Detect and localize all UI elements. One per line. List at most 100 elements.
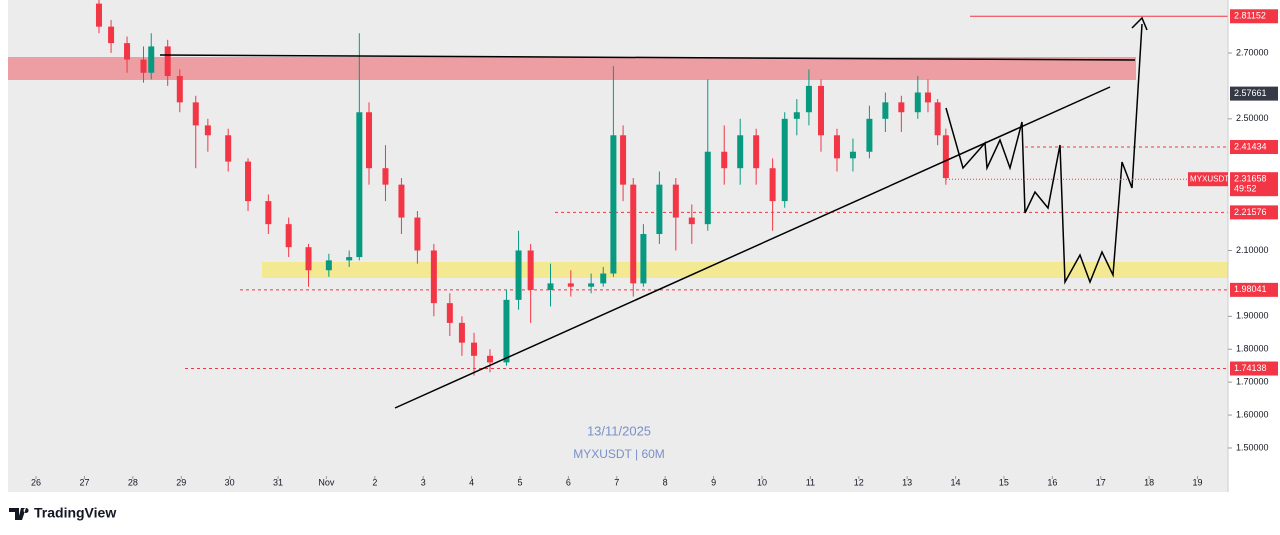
brand: TradingView [9, 505, 116, 521]
candle-body [769, 168, 776, 202]
y-tick-label: 2.70000 [1236, 47, 1269, 57]
level-label: 2.41434 [1234, 141, 1267, 151]
resistance-zone [8, 57, 1136, 80]
candle-body [914, 92, 921, 113]
candle-body [805, 85, 812, 113]
x-tick-label: 13 [902, 477, 912, 487]
candle-body [346, 257, 353, 261]
projection-path [945, 23, 1143, 285]
support-zone [262, 262, 1228, 278]
projection-arrow [1131, 16, 1148, 31]
candle-body [588, 283, 595, 287]
candle-body [600, 273, 607, 284]
candle-body [148, 46, 155, 73]
brand-name: TradingView [34, 505, 116, 521]
candle-body [430, 250, 437, 304]
x-tick-label: 19 [1193, 477, 1203, 487]
candle-body [204, 125, 211, 136]
candle-body [164, 46, 171, 77]
x-tick-label: 14 [951, 477, 961, 487]
x-tick-label: 11 [806, 477, 815, 487]
candle-body [610, 135, 617, 274]
y-tick-label: 1.60000 [1236, 409, 1269, 419]
level-label: 1.98041 [1234, 284, 1267, 294]
candle-body [898, 102, 905, 113]
candle-body [176, 76, 183, 103]
candle-body [882, 102, 889, 119]
candle-body [305, 247, 312, 271]
candle-body [866, 118, 873, 152]
x-tick-label: 2 [372, 477, 377, 487]
x-tick-label: 8 [663, 477, 668, 487]
x-tick-label: 18 [1144, 477, 1154, 487]
candle-body [140, 59, 147, 73]
last-price-tag [1230, 172, 1278, 197]
level-label: 2.57661 [1234, 88, 1267, 98]
x-tick-label: 4 [469, 477, 474, 487]
candle-body [704, 151, 711, 225]
candle-body [849, 151, 856, 159]
x-tick-label: 28 [128, 477, 138, 487]
candle-body [515, 250, 522, 300]
countdown: 49:52 [1234, 184, 1257, 194]
y-tick-label: 1.90000 [1236, 311, 1269, 321]
brand-logo [9, 508, 29, 520]
candle-body [108, 26, 115, 44]
candle-body [833, 135, 840, 159]
level-tag [1230, 361, 1278, 376]
x-tick-label: 7 [614, 477, 619, 487]
level-label: 1.74138 [1234, 363, 1267, 373]
y-tick-label: 2.50000 [1236, 113, 1269, 123]
candle-body [265, 201, 272, 225]
watermark-symbol: MYXUSDT | 60M [573, 447, 665, 461]
candle-body [225, 135, 232, 162]
x-tick-label: 6 [566, 477, 571, 487]
x-tick-label: 10 [757, 477, 767, 487]
x-tick-label: 26 [31, 477, 41, 487]
candle-body [285, 224, 292, 248]
level-tag [1230, 140, 1278, 155]
level-label: 2.81152 [1234, 11, 1266, 21]
candle-body [793, 112, 800, 119]
candle-body [446, 303, 453, 323]
candle-body [567, 283, 574, 287]
x-tick-label: 16 [1047, 477, 1057, 487]
plot-area [8, 0, 1228, 492]
candle-body [458, 322, 465, 343]
symbol-tag [1188, 172, 1228, 187]
x-tick-label: Nov [318, 477, 335, 487]
x-tick-label: 27 [79, 477, 89, 487]
candle-body [781, 118, 788, 202]
candle-body [640, 234, 647, 284]
level-label: 2.21576 [1234, 207, 1267, 217]
x-tick-label: 12 [854, 477, 864, 487]
candle-body [818, 85, 825, 136]
candle-body [124, 43, 131, 60]
candle-body [672, 184, 679, 218]
x-tick-label: 5 [517, 477, 522, 487]
y-tick-label: 1.50000 [1236, 442, 1269, 452]
y-tick-label: 1.80000 [1236, 344, 1269, 354]
x-tick-label: 15 [999, 477, 1009, 487]
x-tick-label: 31 [273, 477, 283, 487]
candle-body [547, 283, 554, 290]
x-tick-label: 29 [176, 477, 186, 487]
trend-line [394, 86, 1111, 409]
candle-body [688, 217, 695, 225]
candle-body [620, 135, 627, 185]
candle-body [942, 135, 949, 179]
watermark-date: 13/11/2025 [587, 423, 651, 438]
level-tag [1230, 86, 1278, 101]
candle-body [924, 92, 931, 103]
level-tag [1230, 9, 1278, 24]
x-tick-label: 9 [711, 477, 716, 487]
candle-body [630, 184, 637, 284]
candle-body [398, 184, 405, 218]
candle-body [656, 184, 663, 235]
candle-body [192, 102, 199, 126]
candle-body [366, 112, 373, 169]
candle-body [414, 217, 421, 251]
x-tick-label: 30 [225, 477, 235, 487]
